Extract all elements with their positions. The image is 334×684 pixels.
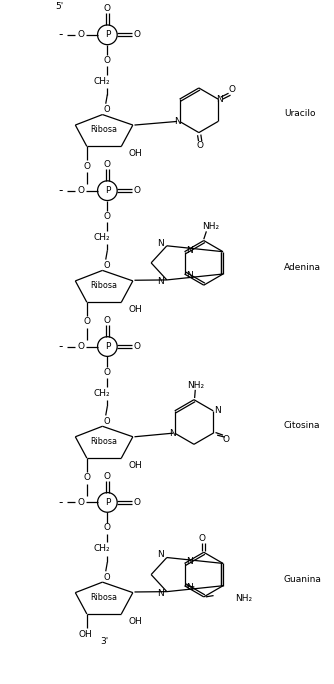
Text: O: O <box>104 4 111 13</box>
Text: O: O <box>134 498 141 507</box>
Text: N: N <box>158 551 164 560</box>
Text: OH: OH <box>128 305 142 314</box>
Text: O: O <box>83 317 90 326</box>
Text: N: N <box>158 277 164 286</box>
Text: O: O <box>199 534 206 543</box>
Text: O: O <box>104 160 111 169</box>
Text: Ribosa: Ribosa <box>91 281 118 290</box>
Text: N: N <box>169 429 175 438</box>
Text: Uracilo: Uracilo <box>284 109 315 118</box>
Text: -: - <box>59 184 63 197</box>
Text: N: N <box>175 117 181 126</box>
Text: N: N <box>186 583 192 592</box>
Text: N: N <box>186 246 192 254</box>
Text: CH₂: CH₂ <box>93 233 110 241</box>
Text: O: O <box>83 473 90 482</box>
Text: O: O <box>77 498 84 507</box>
Text: CH₂: CH₂ <box>93 77 110 86</box>
Text: NH₂: NH₂ <box>187 382 204 391</box>
Text: O: O <box>77 30 84 39</box>
Text: 3': 3' <box>100 637 108 646</box>
Text: N: N <box>186 557 192 566</box>
Text: N: N <box>158 239 164 248</box>
Text: 5': 5' <box>55 3 63 12</box>
Text: Ribosa: Ribosa <box>91 437 118 446</box>
Text: Ribosa: Ribosa <box>91 125 118 135</box>
Text: O: O <box>104 212 111 221</box>
Text: O: O <box>103 105 110 114</box>
Text: OH: OH <box>128 461 142 470</box>
Text: O: O <box>104 316 111 325</box>
Text: Ribosa: Ribosa <box>91 593 118 602</box>
Text: Citosina: Citosina <box>284 421 320 430</box>
Text: O: O <box>77 342 84 351</box>
Text: O: O <box>103 573 110 582</box>
Text: O: O <box>103 261 110 270</box>
Text: O: O <box>134 342 141 351</box>
Text: O: O <box>104 472 111 481</box>
Text: OH: OH <box>128 617 142 626</box>
Text: Adenina: Adenina <box>284 263 321 272</box>
Text: O: O <box>134 186 141 195</box>
Text: O: O <box>104 523 111 532</box>
Text: CH₂: CH₂ <box>93 544 110 553</box>
Text: O: O <box>134 30 141 39</box>
Text: O: O <box>103 417 110 426</box>
Text: -: - <box>59 340 63 353</box>
Text: O: O <box>77 186 84 195</box>
Text: N: N <box>216 94 223 103</box>
Text: P: P <box>105 342 110 351</box>
Text: -: - <box>59 496 63 509</box>
Text: P: P <box>105 186 110 195</box>
Text: O: O <box>197 141 204 150</box>
Text: O: O <box>104 56 111 65</box>
Text: O: O <box>104 367 111 377</box>
Text: N: N <box>158 589 164 598</box>
Text: P: P <box>105 30 110 39</box>
Text: O: O <box>223 434 230 443</box>
Text: NH₂: NH₂ <box>202 222 219 231</box>
Text: O: O <box>228 85 235 94</box>
Text: OH: OH <box>128 149 142 158</box>
Text: P: P <box>105 498 110 507</box>
Text: Guanina: Guanina <box>284 575 322 584</box>
Text: OH: OH <box>78 630 92 639</box>
Text: O: O <box>83 161 90 170</box>
Text: CH₂: CH₂ <box>93 389 110 397</box>
Text: N: N <box>214 406 220 415</box>
Text: NH₂: NH₂ <box>235 594 253 603</box>
Text: N: N <box>186 271 192 280</box>
Text: -: - <box>59 28 63 41</box>
